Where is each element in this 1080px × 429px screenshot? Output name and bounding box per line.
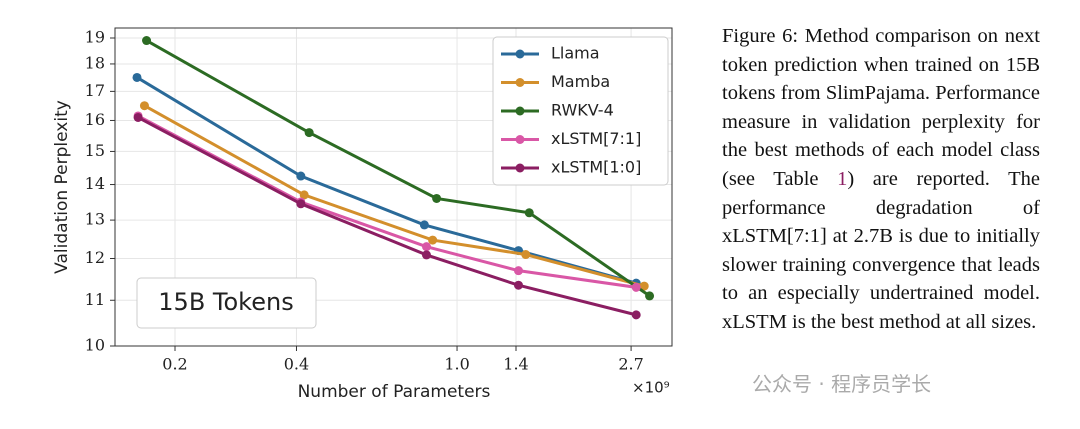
- x-tick-label: 0.2: [162, 355, 187, 374]
- data-point: [639, 281, 649, 291]
- x-axis-label: Number of Parameters: [298, 382, 491, 402]
- table-ref[interactable]: 1: [837, 167, 848, 190]
- data-point: [132, 72, 142, 82]
- data-point: [299, 190, 309, 200]
- legend-label: xLSTM[7:1]: [551, 129, 641, 148]
- data-point: [139, 101, 149, 111]
- x-tick-label: 2.7: [618, 355, 643, 374]
- data-point: [521, 250, 531, 260]
- legend-label: Llama: [551, 44, 600, 63]
- legend-box: [492, 36, 669, 186]
- data-point: [645, 291, 655, 301]
- legend-label: Mamba: [551, 72, 610, 91]
- annotation-box: [136, 277, 317, 329]
- x-tick-label: 1.4: [503, 355, 528, 374]
- legend-label: xLSTM[1:0]: [551, 158, 641, 177]
- x-tick-label: 1.0: [444, 355, 469, 374]
- legend-marker: [515, 78, 525, 87]
- data-point: [419, 220, 429, 230]
- data-point: [428, 235, 438, 245]
- watermark: 公众号 · 程序员学长: [752, 372, 932, 396]
- legend-marker: [515, 163, 525, 173]
- caption-text: ) are reported. The performance degradat…: [722, 167, 1040, 333]
- caption: Figure 6: Method comparison on next toke…: [722, 22, 1040, 337]
- data-point: [133, 112, 143, 122]
- chart: Validation Perplexity Number of Paramete…: [52, 27, 673, 402]
- data-point: [432, 193, 442, 203]
- data-point: [296, 171, 306, 181]
- data-point: [631, 282, 641, 292]
- y-tick-label: 15: [85, 141, 105, 160]
- y-tick-label: 16: [85, 110, 105, 129]
- data-point: [524, 208, 534, 218]
- y-tick-label: 19: [85, 27, 105, 46]
- y-tick-label: 12: [85, 248, 105, 267]
- y-tick-label: 11: [85, 290, 105, 309]
- y-tick-label: 17: [85, 81, 105, 100]
- y-tick-label: 18: [85, 53, 105, 72]
- data-point: [421, 242, 431, 252]
- y-axis-label: Validation Perplexity: [52, 100, 72, 274]
- plot-frame: [114, 27, 673, 347]
- data-point: [304, 128, 314, 138]
- legend-marker: [515, 49, 525, 59]
- x-offset-label: ×10⁹: [632, 379, 670, 397]
- legend-label: RWKV-4: [551, 101, 614, 120]
- data-point: [421, 250, 431, 260]
- y-tick-label: 13: [85, 210, 105, 229]
- x-tick-label: 0.4: [284, 355, 309, 374]
- caption-text: Figure 6: Method comparison on next toke…: [722, 25, 1040, 190]
- data-point: [513, 280, 523, 290]
- legend-marker: [515, 106, 525, 116]
- data-point: [513, 266, 523, 276]
- data-point: [142, 36, 152, 46]
- annotation: 15B Tokens: [158, 288, 293, 316]
- data-point: [631, 310, 641, 320]
- y-tick-label: 14: [85, 174, 105, 193]
- y-tick-label: 10: [85, 336, 105, 355]
- legend-marker: [515, 135, 525, 144]
- data-point: [296, 199, 306, 209]
